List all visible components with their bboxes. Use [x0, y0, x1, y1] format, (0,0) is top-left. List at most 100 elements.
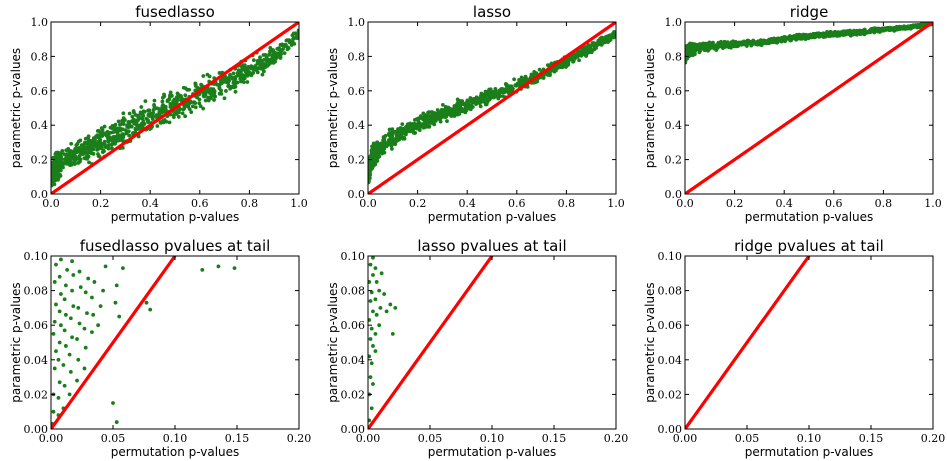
- y-axis-label: parametric p-values: [326, 282, 340, 402]
- data-point: [152, 104, 157, 109]
- data-point: [369, 290, 374, 295]
- x-tick-label: 0.00: [39, 432, 64, 445]
- data-point: [820, 33, 825, 38]
- y-tick-label: 0.0: [348, 188, 366, 201]
- data-point: [233, 89, 238, 94]
- data-point: [51, 175, 55, 180]
- data-point: [430, 112, 434, 117]
- data-point: [165, 99, 170, 103]
- data-point: [537, 67, 542, 72]
- data-point: [65, 267, 70, 272]
- data-point: [200, 267, 205, 272]
- data-point: [373, 266, 378, 271]
- data-point: [815, 32, 819, 37]
- data-point: [755, 42, 760, 47]
- x-tick-label: 0.2: [92, 197, 110, 210]
- data-point: [512, 77, 517, 82]
- data-point: [76, 161, 81, 165]
- data-point: [57, 309, 62, 314]
- data-point: [296, 28, 299, 33]
- x-tick-label: 1.0: [290, 197, 308, 210]
- data-point: [396, 132, 401, 137]
- data-point: [183, 93, 188, 98]
- data-point: [180, 111, 185, 116]
- data-point: [474, 98, 479, 102]
- data-point: [289, 43, 294, 47]
- data-point: [231, 84, 236, 89]
- data-point: [280, 42, 285, 47]
- data-point: [387, 131, 392, 136]
- data-point: [687, 51, 691, 56]
- data-point: [429, 120, 434, 125]
- data-point: [58, 162, 62, 167]
- data-point: [79, 149, 84, 154]
- data-point: [75, 337, 79, 341]
- x-tick-label: 0.4: [775, 197, 793, 210]
- data-point: [381, 150, 386, 155]
- x-tick-label: 1.0: [924, 197, 942, 210]
- data-point: [433, 118, 438, 123]
- data-point: [368, 179, 371, 184]
- data-point: [558, 65, 563, 69]
- data-point: [156, 106, 161, 111]
- data-point: [52, 366, 57, 371]
- data-point: [59, 323, 63, 328]
- y-tick-label: 0.2: [31, 154, 49, 167]
- data-point: [445, 119, 449, 123]
- data-point: [148, 112, 153, 117]
- data-point: [373, 331, 378, 336]
- x-axis-label: permutation p-values: [428, 445, 557, 459]
- data-point: [564, 59, 568, 64]
- data-point: [187, 107, 192, 112]
- data-point: [74, 143, 79, 148]
- data-point: [147, 108, 152, 113]
- data-point: [596, 38, 601, 43]
- data-point: [245, 73, 250, 78]
- data-point: [87, 160, 91, 165]
- data-point: [70, 150, 75, 155]
- y-tick-label: 0.0: [665, 188, 683, 201]
- reference-line: [51, 256, 177, 429]
- data-point: [748, 39, 752, 44]
- data-point: [368, 161, 372, 166]
- plot-area: [685, 22, 933, 194]
- data-point: [203, 98, 208, 103]
- y-tick-label: 0.06: [24, 319, 49, 332]
- data-point: [463, 110, 468, 115]
- data-point: [167, 120, 172, 125]
- data-point: [83, 290, 88, 295]
- data-point: [111, 401, 115, 405]
- data-point: [368, 354, 372, 359]
- data-point: [117, 314, 122, 319]
- data-point: [369, 361, 374, 366]
- data-point: [224, 89, 228, 93]
- data-point: [129, 124, 134, 129]
- x-axis-label: permutation p-values: [428, 210, 557, 224]
- data-point: [76, 357, 81, 362]
- data-point: [189, 110, 194, 115]
- x-tick-label: 0.00: [356, 432, 381, 445]
- data-point: [173, 111, 178, 115]
- data-point: [261, 69, 266, 74]
- data-point: [99, 126, 104, 131]
- data-point: [183, 114, 188, 119]
- data-point: [282, 51, 287, 56]
- data-point: [144, 300, 149, 305]
- axes-frame: [684, 21, 934, 195]
- data-point: [718, 44, 723, 48]
- data-point: [63, 158, 68, 163]
- data-point: [171, 115, 176, 120]
- data-point: [774, 38, 779, 43]
- data-point: [782, 36, 787, 40]
- data-point: [222, 96, 227, 101]
- axes-frame: [50, 21, 300, 195]
- data-point: [133, 121, 137, 126]
- data-point: [382, 292, 387, 296]
- data-point: [265, 57, 270, 62]
- data-point: [132, 110, 136, 115]
- data-point: [779, 36, 783, 41]
- data-point: [98, 130, 103, 134]
- data-point: [436, 111, 440, 116]
- data-point: [368, 172, 371, 176]
- data-point: [63, 283, 68, 288]
